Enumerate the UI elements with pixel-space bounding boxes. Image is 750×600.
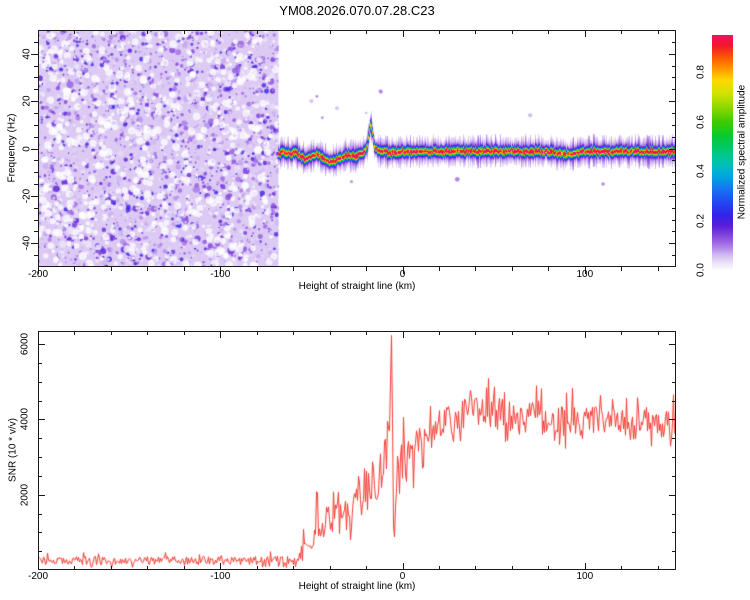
y-tick-label: -40 [21,236,33,251]
y-tick-label: 20 [21,95,33,107]
x-tick-label: -100 [210,269,231,280]
x-tick-label: 0 [399,571,406,582]
spectrogram-x-axis-label: Height of straight line (km) [298,281,416,292]
plot-frame [38,331,676,570]
spectrogram-frame [31,30,676,274]
plot-frame [38,30,676,267]
x-tick-label: -200 [27,269,48,280]
x-tick-label: -100 [210,571,231,582]
x-tick-label: 100 [576,269,594,280]
spectrogram-y-axis-label: Frequency (Hz) [6,113,18,183]
x-tick-label: 100 [576,571,594,582]
y-tick-label: 0.8 [695,65,707,80]
y-tick-label: 0.0 [695,263,707,277]
spectrogram-heatmap [38,30,676,267]
y-tick-label: 2000 [19,483,31,506]
snr-y-axis-label: SNR (10 * v/v) [7,418,19,482]
y-tick-label: 0 [21,145,33,152]
x-tick-label: 0 [399,269,406,280]
y-tick-label: 4000 [19,408,31,431]
y-tick-label: 0.6 [695,114,707,129]
snr-line-chart [38,331,676,570]
y-tick-label: 40 [21,48,33,60]
colorbar-label: Normalized spectral amplitude [736,84,748,220]
y-tick-label: 0.4 [695,164,707,178]
y-tick-label: -20 [21,188,33,204]
snr-x-axis-label: Height of straight line (km) [298,581,416,592]
colorbar-gradient [712,35,733,270]
x-tick-label: -200 [27,571,48,582]
y-tick-label: 0.2 [695,213,707,228]
y-tick-label: 6000 [19,333,31,356]
snr-frame [38,331,676,570]
figure-title: YM08.2026.070.07.28.C23 [279,3,435,18]
